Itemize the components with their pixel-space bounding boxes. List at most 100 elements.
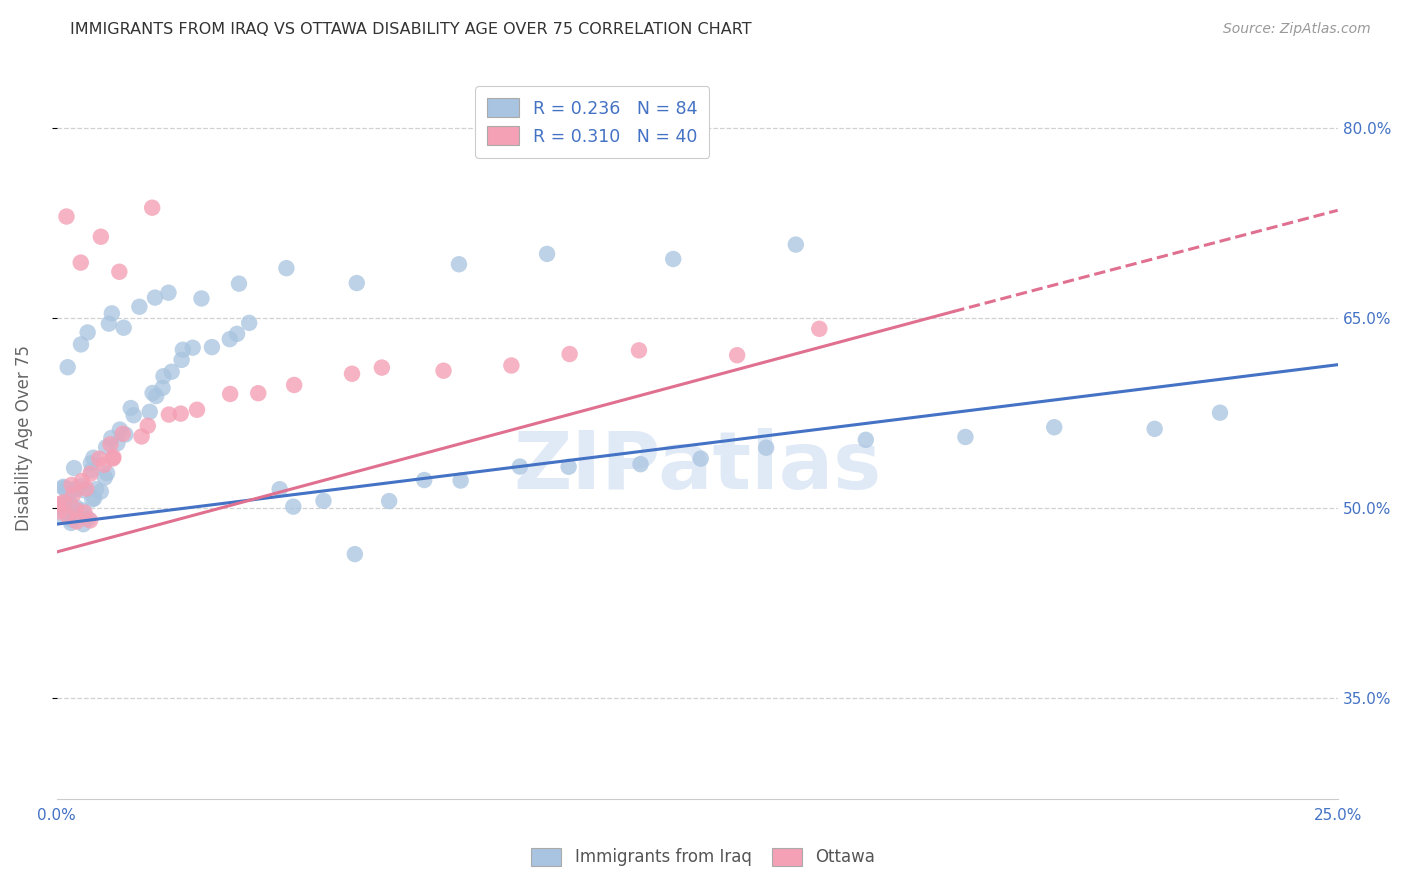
Point	[172, 343, 194, 357]
Point	[65, 515, 87, 529]
Point	[70, 337, 93, 351]
Point	[141, 201, 163, 215]
Point	[105, 436, 128, 450]
Point	[186, 402, 208, 417]
Point	[145, 389, 167, 403]
Point	[65, 502, 87, 516]
Point	[152, 369, 174, 384]
Point	[73, 483, 96, 498]
Point	[157, 285, 180, 300]
Point	[48, 497, 70, 511]
Point	[79, 467, 101, 481]
Point	[138, 405, 160, 419]
Point	[56, 492, 79, 507]
Point	[558, 347, 581, 361]
Point	[269, 482, 291, 496]
Point	[312, 493, 335, 508]
Point	[52, 480, 75, 494]
Point	[689, 451, 711, 466]
Point	[56, 360, 79, 375]
Point	[447, 257, 470, 271]
Point	[58, 502, 80, 516]
Point	[371, 360, 394, 375]
Point	[143, 291, 166, 305]
Point	[93, 458, 115, 472]
Point	[69, 255, 91, 269]
Point	[77, 512, 100, 526]
Point	[218, 332, 240, 346]
Point	[52, 495, 75, 509]
Point	[662, 252, 685, 266]
Text: IMMIGRANTS FROM IRAQ VS OTTAWA DISABILITY AGE OVER 75 CORRELATION CHART: IMMIGRANTS FROM IRAQ VS OTTAWA DISABILIT…	[70, 22, 752, 37]
Point	[75, 482, 97, 496]
Point	[101, 306, 124, 320]
Point	[340, 367, 363, 381]
Point	[56, 482, 79, 496]
Point	[855, 433, 877, 447]
Point	[60, 478, 83, 492]
Point	[157, 408, 180, 422]
Point	[1043, 420, 1066, 434]
Text: Source: ZipAtlas.com: Source: ZipAtlas.com	[1223, 22, 1371, 37]
Point	[276, 261, 298, 276]
Point	[96, 466, 118, 480]
Point	[62, 487, 84, 501]
Legend: R = 0.236   N = 84, R = 0.310   N = 40: R = 0.236 N = 84, R = 0.310 N = 40	[475, 87, 709, 158]
Point	[136, 418, 159, 433]
Point	[122, 409, 145, 423]
Point	[201, 340, 224, 354]
Point	[79, 513, 101, 527]
Point	[94, 470, 117, 484]
Point	[152, 381, 174, 395]
Point	[131, 429, 153, 443]
Point	[627, 343, 650, 358]
Point	[101, 451, 124, 466]
Point	[536, 247, 558, 261]
Point	[103, 450, 125, 465]
Point	[509, 459, 531, 474]
Point	[80, 463, 103, 477]
Point	[630, 457, 652, 471]
Point	[120, 401, 142, 415]
Point	[108, 265, 131, 279]
Point	[76, 326, 98, 340]
Point	[228, 277, 250, 291]
Point	[432, 364, 454, 378]
Point	[49, 498, 72, 512]
Point	[48, 504, 70, 518]
Point	[1143, 422, 1166, 436]
Point	[413, 473, 436, 487]
Point	[80, 456, 103, 470]
Point	[378, 494, 401, 508]
Y-axis label: Disability Age Over 75: Disability Age Over 75	[15, 345, 32, 531]
Point	[72, 503, 94, 517]
Point	[90, 484, 112, 499]
Point	[94, 440, 117, 454]
Point	[128, 300, 150, 314]
Text: ZIPatlas: ZIPatlas	[513, 428, 882, 506]
Point	[160, 365, 183, 379]
Point	[70, 479, 93, 493]
Point	[142, 386, 165, 401]
Point	[90, 229, 112, 244]
Point	[51, 508, 73, 523]
Legend: Immigrants from Iraq, Ottawa: Immigrants from Iraq, Ottawa	[523, 839, 883, 875]
Point	[238, 316, 260, 330]
Point	[100, 431, 122, 445]
Point	[58, 496, 80, 510]
Point	[63, 461, 86, 475]
Point	[346, 276, 368, 290]
Point	[84, 483, 107, 497]
Point	[1209, 406, 1232, 420]
Point	[170, 407, 193, 421]
Point	[83, 491, 105, 506]
Point	[755, 441, 778, 455]
Point	[100, 437, 122, 451]
Point	[65, 500, 87, 515]
Point	[808, 322, 831, 336]
Point	[72, 517, 94, 532]
Point	[226, 326, 249, 341]
Point	[60, 503, 83, 517]
Point	[219, 387, 242, 401]
Point	[56, 509, 79, 524]
